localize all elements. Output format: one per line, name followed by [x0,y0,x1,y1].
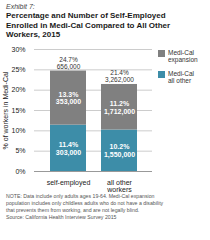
svg-text:15%: 15% [11,107,25,114]
html-text:Source: California Health Inte: Source: California Health Interview Surv… [6,213,117,220]
html-text:NOTE: Data include only adults: NOTE: Data include only adults ages 19-6… [6,192,155,199]
svg-text:10%: 10% [11,127,25,134]
svg-text:5%: 5% [15,147,25,154]
svg-text:11.4%303,000: 11.4%303,000 [56,141,81,157]
svg-text:13.3%353,000: 13.3%353,000 [56,90,81,106]
svg-text:20%: 20% [11,86,25,93]
svg-text:30%: 30% [11,46,25,53]
svg-text:11.2%1,712,000: 11.2%1,712,000 [104,100,135,116]
html-text:Medi-Cal all other: Medi-Cal all other [168,69,194,85]
svg-text:0%: 0% [15,168,25,175]
html-text:Percentage and Number of Self-: Percentage and Number of Self-Employed E… [6,11,171,40]
svg-text:24.7%656,000: 24.7%656,000 [57,56,81,70]
svg-text:% of workers in Medi-Cal: % of workers in Medi-Cal [2,71,9,149]
html-text:Exhibit 7:: Exhibit 7: [6,3,35,10]
svg-text:all otherworkers: all otherworkers [106,179,132,193]
html-text:population includes only child: population includes only childless adult… [6,199,164,206]
html-text:that prevents them from workin: that prevents them from working, and are… [6,206,140,213]
html-text:Medi-Cal expansion: Medi-Cal expansion [168,48,198,64]
svg-text:25%: 25% [11,66,25,73]
svg-text:10.2%1,550,000: 10.2%1,550,000 [104,143,135,159]
svg-text:self-employed: self-employed [47,179,91,187]
svg-text:21.4%3,262,000: 21.4%3,262,000 [105,69,134,83]
